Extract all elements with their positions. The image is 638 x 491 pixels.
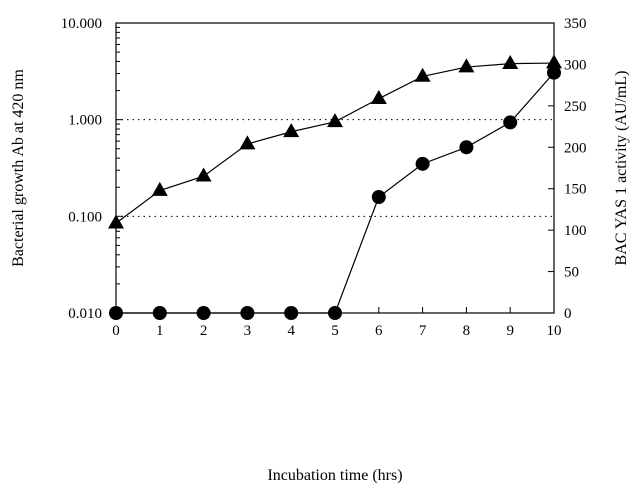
circle-marker [284,306,299,320]
tick-layer: 0 1 2 3 4 5 6 7 8 9 10 0.010 0.100 1.000 10.000 0 50 100 1… [61,16,587,339]
y-right-tick-label: 200 [564,140,587,156]
triangle-marker [195,167,212,182]
triangle-marker [546,54,562,69]
circle-marker [415,156,430,171]
y-right-tick-label: 0 [564,306,572,322]
y-right-tick-label: 250 [564,99,587,115]
plot-frame [115,22,555,314]
series-line-circle [116,72,555,314]
grid-layer [116,119,554,217]
x-tick-label: 0 [112,323,120,339]
triangle-marker [502,54,519,69]
y-left-tick-label: 0.010 [68,306,102,322]
y-left-tick-label: 0.100 [68,209,102,225]
circle-marker [240,306,255,320]
y-right-tick-label: 300 [564,57,587,73]
x-tick-label: 10 [547,323,562,339]
x-tick-label: 5 [331,323,339,339]
triangle-marker [151,181,168,196]
circle-marker [503,115,518,130]
triangle-marker [458,58,475,73]
circle-marker [459,140,474,155]
y-right-tick-label: 150 [564,182,587,198]
x-tick-label: 3 [244,323,252,339]
y-right-axis-title: BAC YAS 1 activity (AU/mL) [613,71,630,266]
triangle-marker [370,89,387,104]
triangle-marker [327,113,343,128]
circle-marker [152,306,167,320]
y-left-tick-label: 10.000 [61,16,102,32]
y-left-tick-label: 1.000 [68,113,102,129]
circle-marker [371,190,386,204]
x-tick-label: 4 [287,323,295,339]
series-layer [108,54,562,320]
y-right-tick-label: 100 [564,223,587,239]
y-left-axis-title: Bacterial growth Ab at 420 nm [10,69,27,267]
circle-marker [547,65,561,80]
circle-marker [328,306,342,320]
x-tick-label: 8 [463,323,471,339]
x-tick-label: 2 [200,323,208,339]
x-tick-label: 7 [419,323,427,339]
circle-marker [109,306,123,320]
triangle-marker [414,67,431,82]
y-right-tick-label: 350 [564,16,587,32]
series-line-triangle [115,62,555,224]
circle-marker [196,306,211,320]
x-tick-label: 6 [375,323,383,339]
x-tick-label: 9 [506,323,514,339]
x-tick-label: 1 [156,323,164,339]
y-right-tick-label: 50 [564,265,579,281]
x-axis-title: Incubation time (hrs) [267,467,402,484]
triangle-marker [239,135,256,150]
triangle-marker [108,214,124,229]
triangle-marker [283,123,300,138]
